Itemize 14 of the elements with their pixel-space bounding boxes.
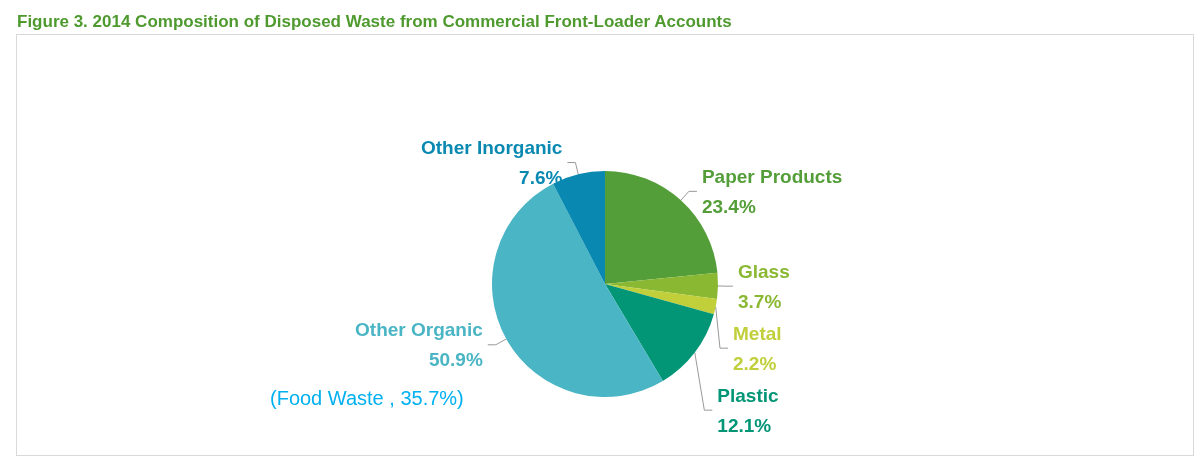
data-label: 3.7% [737, 290, 782, 312]
text: (Food Waste , 35.7%) [270, 387, 464, 409]
data-label: 50.9% [428, 349, 483, 371]
slice-label: Other Organic [355, 319, 484, 341]
slice-label: Glass [737, 260, 790, 282]
slice-label: Other Inorganic [420, 137, 563, 159]
slice-label: Paper Products [701, 165, 843, 187]
chart-title: Figure 3. 2014 Composition of Disposed Waste from Commercial Front-Loader Accounts [17, 12, 732, 31]
data-label: 12.1% [717, 414, 772, 436]
data-label: 2.2% [732, 352, 777, 374]
slice-label: Metal [732, 322, 782, 344]
slice-label: Plastic [717, 384, 780, 406]
data-label: 23.4% [701, 195, 756, 217]
data-label: 7.6% [519, 167, 563, 189]
